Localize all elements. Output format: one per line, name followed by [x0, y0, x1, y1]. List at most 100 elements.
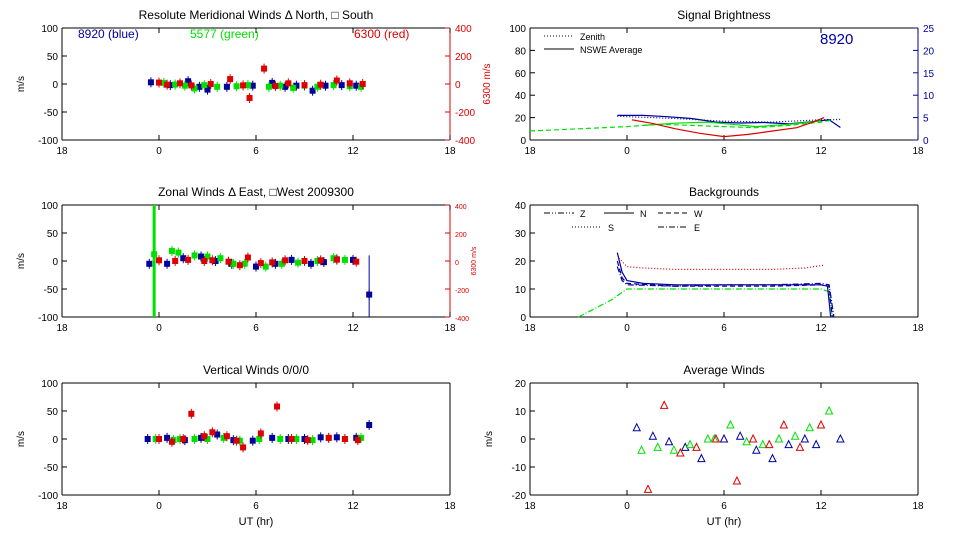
x-tick-label: 18: [56, 501, 68, 512]
y-tick-label: 80: [515, 46, 527, 57]
data-point: [207, 81, 214, 87]
series-line: [578, 288, 833, 318]
data-point: [648, 431, 658, 440]
y-axis-label: m/s: [484, 431, 495, 447]
data-point: [277, 82, 284, 89]
y-tick-label: 20: [515, 114, 527, 125]
x-tick-label: 6: [253, 146, 259, 157]
x-tick-label: 18: [444, 146, 456, 157]
x-tick-label: 12: [815, 323, 827, 334]
x-tick-label: 0: [156, 146, 162, 157]
data-point: [726, 419, 735, 429]
data-point: [265, 83, 272, 90]
data-point: [214, 431, 221, 438]
legend-label: Z: [580, 209, 586, 219]
data-point: [269, 434, 276, 441]
data-point: [249, 437, 256, 444]
data-point: [257, 260, 264, 267]
data-point: [836, 433, 845, 443]
y-tick-label: 0: [52, 80, 58, 91]
data-point: [341, 256, 348, 263]
data-point: [204, 253, 211, 260]
x-tick-label: 18: [524, 501, 536, 512]
data-point: [278, 260, 285, 267]
data-point: [800, 433, 810, 443]
data-point: [262, 263, 269, 270]
data-point: [732, 475, 742, 485]
y2-tick-label: -400: [455, 136, 475, 147]
y-tick-label: 50: [47, 229, 59, 240]
data-point: [719, 433, 729, 443]
data-point: [354, 437, 361, 444]
y-tick-label: 10: [515, 285, 527, 296]
data-point: [227, 76, 234, 83]
x-tick-label: 12: [347, 146, 359, 157]
y2-tick-label: 20: [923, 46, 935, 57]
data-point: [261, 65, 268, 72]
legend-label: E: [694, 223, 700, 233]
legend-label: W: [694, 209, 703, 219]
data-point: [697, 453, 706, 463]
data-point: [168, 247, 175, 254]
x-tick-label: 12: [347, 323, 359, 334]
data-point: [277, 436, 284, 442]
data-point: [233, 83, 240, 90]
data-point: [177, 80, 184, 87]
y-tick-label: 20: [515, 379, 527, 390]
data-point: [779, 419, 789, 429]
data-point: [180, 255, 187, 262]
x-tick-label: 0: [624, 323, 630, 334]
data-point: [240, 82, 247, 89]
data-point: [790, 431, 800, 440]
data-point: [196, 83, 203, 90]
y-tick-label: 60: [515, 69, 527, 80]
panel-vertical: Vertical Winds 0/0/0 18 0 6 12 18 100 50 0 -50 -10…: [16, 363, 456, 528]
data-point: [632, 422, 642, 432]
data-point: [325, 434, 332, 441]
data-point: [768, 453, 777, 463]
y-tick-label: -10: [512, 463, 527, 474]
chart-title: Average Winds: [683, 363, 764, 377]
data-point: [172, 258, 179, 264]
legend-label: N: [640, 209, 647, 219]
x-tick-label: 18: [912, 323, 924, 334]
x-tick-label: 0: [624, 146, 630, 157]
data-point: [144, 436, 151, 442]
data-point: [774, 433, 784, 443]
data-point: [244, 82, 251, 89]
x-tick-label: 18: [444, 501, 456, 512]
data-point: [274, 403, 281, 410]
x-tick-label: 6: [253, 501, 259, 512]
data-point: [346, 80, 353, 87]
data-point: [185, 78, 192, 85]
y2-tick-label: -200: [455, 288, 469, 295]
x-axis-label: UT (hr): [239, 516, 274, 528]
data-point: [290, 84, 297, 91]
x-tick-label: 18: [912, 146, 924, 157]
data-point: [282, 257, 289, 264]
data-point: [209, 429, 216, 436]
y-tick-label: 0: [52, 257, 58, 268]
y-tick-label: 40: [515, 91, 527, 102]
data-point: [181, 82, 188, 89]
data-point: [175, 249, 182, 256]
data-point: [214, 83, 221, 90]
data-point: [669, 445, 679, 454]
data-point: [146, 260, 153, 267]
data-point: [288, 436, 295, 442]
y2-tick-label: 400: [455, 24, 472, 35]
chart-title: Vertical Winds 0/0/0: [203, 363, 309, 377]
data-point: [309, 87, 316, 94]
data-point: [301, 258, 308, 264]
panel-meridional: Resolute Meridional Winds Δ North, □ Sou…: [16, 8, 493, 157]
data-point: [752, 445, 761, 454]
y-tick-label: 100: [41, 201, 58, 212]
data-point: [223, 433, 230, 440]
data-point: [185, 256, 192, 263]
data-point: [703, 433, 713, 443]
series-label: 6300 (red): [354, 27, 409, 41]
x-tick-label: 12: [815, 146, 827, 157]
data-point: [805, 422, 814, 432]
